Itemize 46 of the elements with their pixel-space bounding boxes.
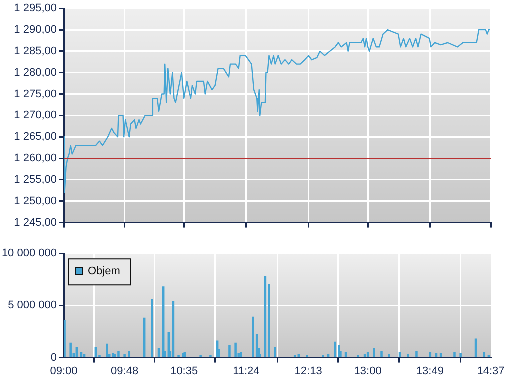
- y-tick-label: 1 295,00: [14, 2, 57, 15]
- bar: [234, 342, 237, 358]
- bar: [240, 352, 242, 358]
- bar: [407, 354, 410, 358]
- y-tick-label: 1 255,00: [14, 174, 57, 186]
- x-tick-label: 10:35: [170, 365, 198, 378]
- y-tick-label: 1 285,00: [14, 45, 57, 58]
- x-tick-label: 13:49: [416, 365, 444, 378]
- bar: [151, 299, 154, 358]
- legend-label: Objem: [88, 266, 120, 278]
- bar: [128, 351, 131, 358]
- bar: [388, 354, 390, 358]
- x-tick-label: 12:13: [294, 365, 322, 378]
- bar: [373, 348, 376, 358]
- y-tick-label: 1 250,00: [14, 195, 57, 208]
- bar: [124, 354, 126, 358]
- x-tick-label: 11:24: [233, 365, 260, 378]
- y-tick-label: 1 280,00: [14, 66, 57, 79]
- y-tick-label: 1 265,00: [14, 131, 57, 144]
- bar: [252, 316, 254, 358]
- y-tick-label: 1 275,00: [14, 88, 57, 100]
- x-tick-label: 13:00: [354, 365, 382, 378]
- bar: [474, 338, 478, 358]
- bar: [94, 347, 98, 358]
- x-tick-label: 09:48: [111, 365, 139, 378]
- bar: [274, 347, 276, 358]
- bar: [64, 320, 66, 358]
- bar: [228, 344, 231, 358]
- bar: [76, 347, 78, 358]
- y-tick-label: 1 270,00: [14, 110, 57, 122]
- x-tick-label: 14:37: [477, 365, 505, 378]
- y-tick-label: 0: [50, 352, 57, 364]
- bar: [380, 351, 383, 358]
- y-tick-label: 1 245,00: [14, 216, 57, 229]
- y-tick-label: 1 260,00: [14, 152, 57, 165]
- y-tick-label: 10 000 000: [2, 248, 57, 260]
- bar: [70, 342, 72, 358]
- y-tick-label: 1 290,00: [14, 24, 57, 36]
- bar: [158, 348, 160, 358]
- bar: [460, 353, 462, 358]
- x-tick-label: 09:00: [50, 365, 78, 378]
- bar: [416, 351, 418, 358]
- y-tick-label: 5 000 000: [8, 300, 57, 312]
- bar: [106, 344, 108, 358]
- bar: [454, 352, 456, 358]
- bar: [118, 351, 120, 358]
